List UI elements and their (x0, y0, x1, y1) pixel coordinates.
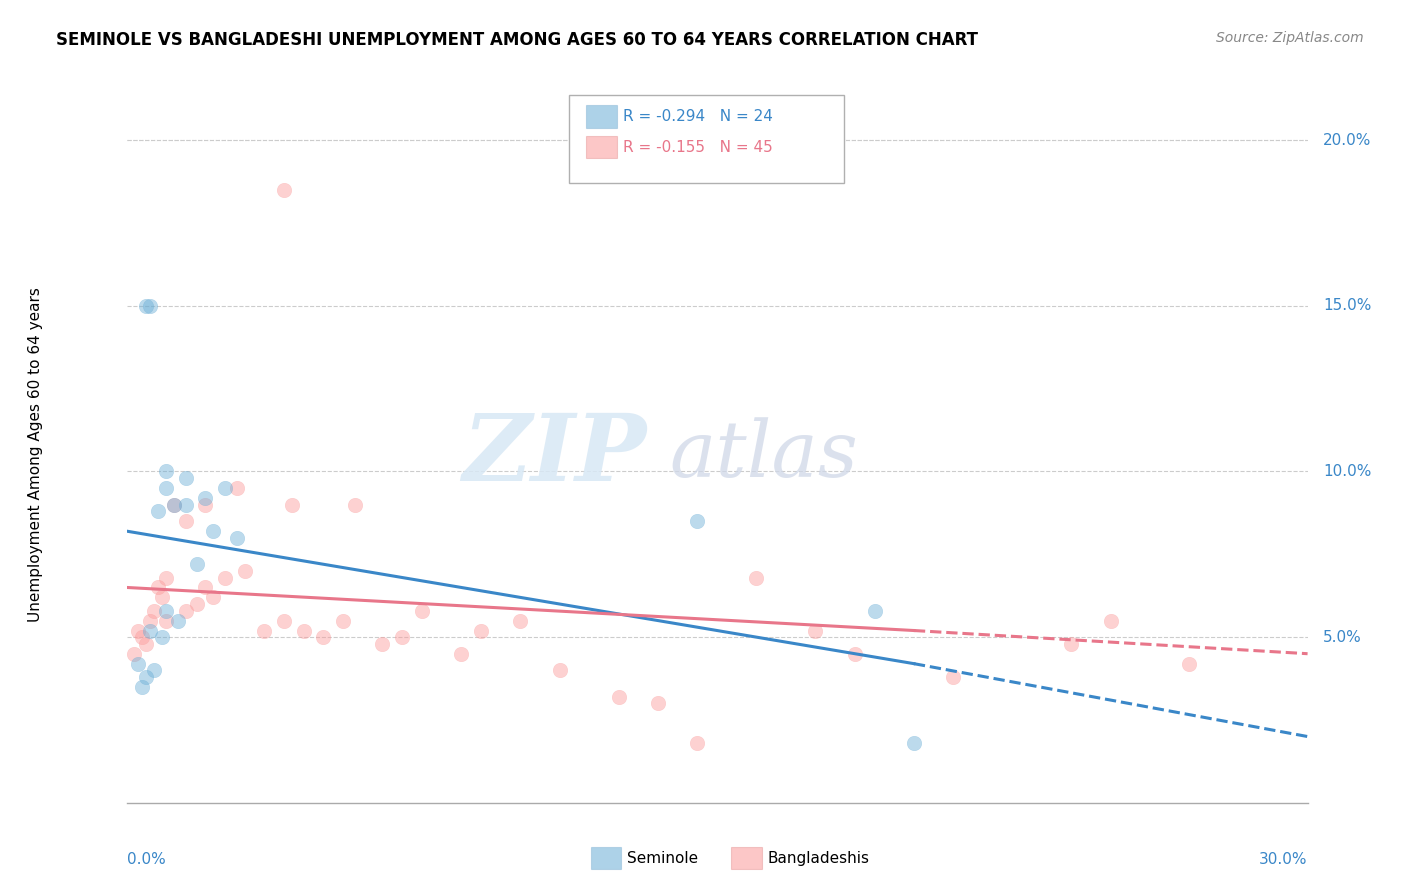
Point (127, 624, 149, 638)
Point (607, 690, 630, 704)
Point (804, 624, 827, 638)
Text: 5.0%: 5.0% (1323, 630, 1362, 645)
Text: Seminole: Seminole (627, 851, 699, 865)
Point (371, 637, 394, 651)
Point (186, 558, 208, 572)
Point (155, 465, 177, 479)
Text: ZIP: ZIP (463, 410, 647, 500)
Point (225, 481, 247, 495)
Point (146, 504, 169, 518)
Point (686, 736, 709, 750)
Point (194, 581, 217, 595)
Text: R = -0.294   N = 24: R = -0.294 N = 24 (623, 110, 773, 124)
Text: 30.0%: 30.0% (1260, 853, 1308, 868)
Point (686, 514, 709, 528)
Point (139, 614, 162, 628)
Point (174, 471, 197, 485)
Point (863, 604, 886, 618)
Point (202, 591, 225, 605)
Point (174, 498, 197, 512)
Point (253, 624, 276, 638)
Point (143, 604, 166, 618)
Point (411, 604, 433, 618)
Point (214, 481, 236, 495)
Point (166, 614, 188, 628)
Point (146, 581, 169, 595)
Point (139, 299, 162, 313)
Text: Bangladeshis: Bangladeshis (768, 851, 870, 865)
Point (163, 498, 186, 512)
Text: atlas: atlas (669, 417, 859, 493)
Point (844, 647, 866, 661)
Point (194, 491, 217, 505)
Point (135, 637, 157, 651)
Point (273, 183, 295, 197)
Point (745, 570, 768, 584)
Point (292, 624, 315, 638)
Point (942, 670, 965, 684)
Point (1099, 614, 1122, 628)
Point (194, 498, 217, 512)
Point (131, 630, 153, 644)
Point (273, 614, 295, 628)
Point (281, 498, 304, 512)
Point (174, 514, 197, 528)
Point (470, 624, 492, 638)
Point (332, 614, 354, 628)
Point (174, 604, 197, 618)
Point (124, 647, 146, 661)
Text: SEMINOLE VS BANGLADESHI UNEMPLOYMENT AMONG AGES 60 TO 64 YEARS CORRELATION CHART: SEMINOLE VS BANGLADESHI UNEMPLOYMENT AMO… (56, 31, 979, 49)
Point (163, 498, 186, 512)
Point (509, 614, 531, 628)
Point (202, 524, 225, 538)
Point (143, 663, 166, 677)
Point (135, 299, 157, 313)
Point (127, 657, 149, 671)
Point (450, 647, 472, 661)
Point (1178, 657, 1201, 671)
Point (150, 630, 173, 644)
Text: 20.0%: 20.0% (1323, 133, 1372, 148)
Text: R = -0.155   N = 45: R = -0.155 N = 45 (623, 140, 773, 154)
Point (155, 604, 177, 618)
Point (131, 680, 153, 694)
Point (214, 570, 236, 584)
Text: 15.0%: 15.0% (1323, 298, 1372, 313)
Text: 0.0%: 0.0% (127, 853, 166, 868)
Text: Source: ZipAtlas.com: Source: ZipAtlas.com (1216, 31, 1364, 45)
Point (155, 481, 177, 495)
Text: Unemployment Among Ages 60 to 64 years: Unemployment Among Ages 60 to 64 years (28, 287, 42, 623)
Point (647, 697, 669, 711)
Point (1060, 637, 1083, 651)
Point (903, 736, 925, 750)
Point (135, 670, 157, 684)
Point (312, 630, 335, 644)
Point (155, 614, 177, 628)
Point (155, 570, 177, 584)
Point (233, 564, 256, 578)
Point (139, 624, 162, 638)
Point (225, 531, 247, 545)
Point (343, 498, 366, 512)
Text: 10.0%: 10.0% (1323, 464, 1372, 479)
Point (391, 630, 413, 644)
Point (150, 591, 173, 605)
Point (186, 597, 208, 611)
Point (548, 663, 571, 677)
